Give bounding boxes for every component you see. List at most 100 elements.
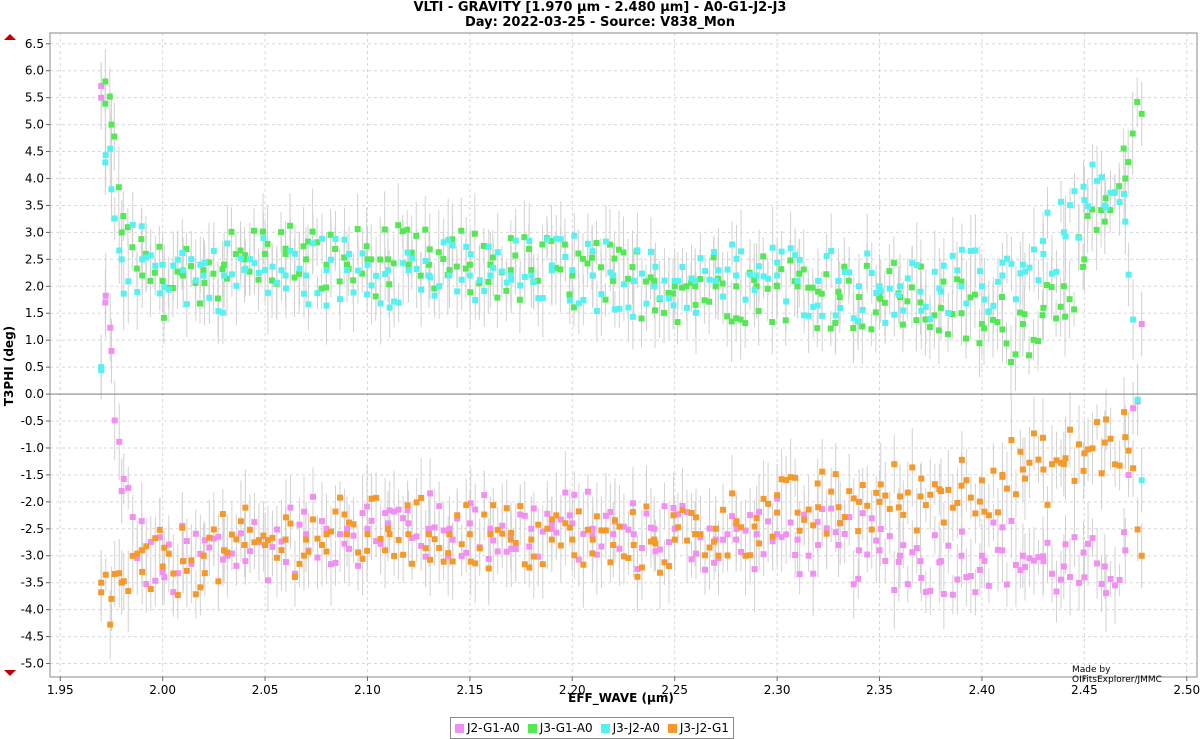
data-point [994,278,1001,285]
data-point [241,541,248,548]
data-point [446,525,453,532]
data-point [855,528,862,535]
data-point [1003,485,1010,492]
data-point [233,282,240,289]
data-point [282,514,289,521]
data-point [774,531,781,538]
data-point [111,570,118,577]
data-point [571,552,578,559]
data-point [864,551,871,558]
data-point [671,536,678,543]
data-point [544,525,551,532]
data-point [192,277,199,284]
legend-item[interactable]: J3-J2-A0 [600,721,660,735]
data-point [805,284,812,291]
data-point [232,251,239,258]
data-point [665,295,672,302]
data-point [837,520,844,527]
data-point [129,514,136,521]
legend-item[interactable]: J2-G1-A0 [455,721,520,735]
data-point [287,504,294,511]
data-point [1116,462,1123,469]
data-point [273,279,280,286]
data-point [940,278,947,285]
data-point [589,272,596,279]
data-point [972,589,979,596]
legend-item[interactable]: J3-G1-A0 [527,721,593,735]
data-point [526,564,533,571]
data-point [300,508,307,515]
y-axis-label: T3PHI (deg) [2,326,16,406]
legend: J2-G1-A0 J3-G1-A0 J3-J2-A0 J3-J2-G1 [450,717,734,739]
data-point [1107,207,1114,214]
data-point [102,100,109,107]
data-point [999,272,1006,279]
scroll-up-arrow-icon[interactable] [4,34,16,40]
data-point [859,306,866,313]
data-point [147,252,154,259]
data-point [107,145,114,152]
data-point [1081,450,1088,457]
data-point [1089,206,1096,213]
data-point [1129,130,1136,137]
data-point [1080,183,1087,190]
data-point [575,300,582,307]
data-point [719,280,726,287]
data-point [620,553,627,560]
data-point [688,275,695,282]
data-point [246,256,253,263]
x-tick-label: 2.50 [1173,683,1200,697]
data-point [729,241,736,248]
data-point [449,558,456,565]
data-point [794,283,801,290]
data-point [897,283,904,290]
data-point [792,474,799,481]
data-point [562,520,569,527]
data-point [1060,229,1067,236]
data-point [602,296,609,303]
data-point [1138,321,1145,328]
data-point [792,551,799,558]
data-point [1116,198,1123,205]
data-point [835,277,842,284]
data-point [886,505,893,512]
data-point [1122,434,1129,441]
data-point [525,245,532,252]
data-point [562,253,569,260]
data-point [327,231,334,238]
data-point [917,493,924,500]
data-point [593,239,600,246]
data-point [877,295,884,302]
data-point [976,340,983,347]
data-point [328,561,335,568]
legend-item[interactable]: J3-J2-G1 [667,721,729,735]
data-point [224,549,231,556]
data-point [201,570,208,577]
data-point [462,265,469,272]
data-point [359,250,366,257]
data-point [242,504,249,511]
data-point [643,503,650,510]
data-point [139,568,146,575]
data-point [1048,270,1055,277]
y-tick-label: -1.0 [21,441,44,455]
data-point [323,302,330,309]
data-point [967,294,974,301]
data-point [579,255,586,262]
data-point [237,518,244,525]
x-tick-label: 2.15 [457,683,484,697]
data-point [607,269,614,276]
y-tick-label: -5.0 [21,657,44,671]
scroll-down-arrow-icon[interactable] [4,670,16,676]
y-tick-label: 3.0 [25,225,44,239]
data-point [881,299,888,306]
data-point [431,292,438,299]
data-point [343,267,350,274]
data-point [999,259,1006,266]
data-point [729,490,736,497]
data-point [539,561,546,568]
data-point [138,223,145,230]
data-point [584,526,591,533]
data-point [161,544,168,551]
